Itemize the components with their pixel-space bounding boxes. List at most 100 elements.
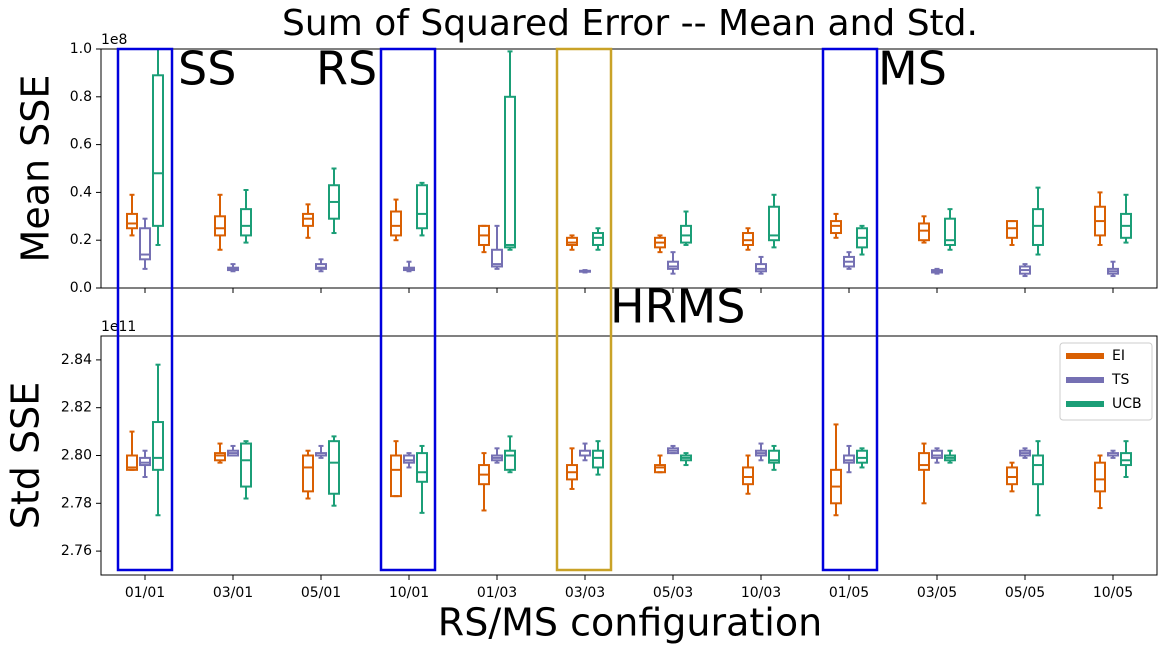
box-body <box>830 220 842 235</box>
box <box>152 363 164 517</box>
box <box>504 50 516 251</box>
box <box>403 452 415 469</box>
box <box>755 442 767 462</box>
box-body <box>504 95 516 249</box>
box <box>491 447 503 464</box>
plot-frame <box>100 335 1158 576</box>
highlight-box <box>379 47 437 572</box>
box <box>755 255 767 275</box>
x-tick-label: 10/05 <box>1093 585 1133 601</box>
box-body <box>240 442 252 488</box>
legend-label: EI <box>1112 348 1125 364</box>
box <box>126 193 138 237</box>
box-body <box>491 248 503 268</box>
y-axis-label: Std SSE <box>4 382 48 529</box>
box-body <box>1032 454 1044 486</box>
highlight-box <box>555 47 613 572</box>
legend-label: UCB <box>1112 396 1142 412</box>
plot-frame <box>100 48 1158 289</box>
box <box>680 210 692 246</box>
box <box>1107 449 1119 459</box>
box-body <box>566 236 578 246</box>
box <box>152 48 164 246</box>
box-body <box>768 449 780 464</box>
box-body <box>315 263 327 270</box>
x-tick-label: 01/03 <box>477 585 517 601</box>
box-body <box>768 205 780 242</box>
y-tick-label: 0.0 <box>70 280 92 296</box>
box <box>227 444 239 457</box>
y-tick-label: 2.84 <box>61 352 92 368</box>
box <box>742 454 754 495</box>
x-tick-label: 01/05 <box>829 585 869 601</box>
box <box>139 217 151 270</box>
box <box>843 444 855 474</box>
box <box>1006 461 1018 493</box>
highlight-box <box>821 47 879 572</box>
box <box>1032 440 1044 517</box>
x-tick-label: 03/03 <box>565 585 605 601</box>
box <box>830 212 842 239</box>
box <box>931 267 943 275</box>
x-tick-label: 05/05 <box>1005 585 1045 601</box>
box <box>315 444 327 459</box>
box <box>478 452 490 512</box>
x-tick-label: 03/05 <box>917 585 957 601</box>
box-body <box>214 215 226 237</box>
box-body <box>390 454 402 498</box>
box <box>566 447 578 490</box>
y-axis-label: Mean SSE <box>14 75 58 263</box>
box <box>592 227 604 251</box>
box <box>390 198 402 242</box>
box <box>944 449 956 464</box>
box <box>843 251 855 270</box>
box <box>667 251 679 275</box>
box <box>566 234 578 251</box>
box <box>592 440 604 476</box>
box <box>315 258 327 273</box>
box <box>240 189 252 244</box>
box <box>856 224 868 256</box>
box-body <box>1032 208 1044 246</box>
box <box>654 454 666 474</box>
box <box>830 423 842 517</box>
box <box>768 193 780 249</box>
box-body <box>1006 466 1018 486</box>
box-body <box>742 466 754 486</box>
y-tick-label: 0.2 <box>70 232 92 248</box>
box <box>1006 220 1018 246</box>
box <box>1094 191 1106 246</box>
box-body <box>390 210 402 237</box>
box-body <box>667 260 679 270</box>
box-body <box>918 222 930 242</box>
annotation: SS <box>178 42 236 96</box>
x-tick-label: 10/01 <box>389 585 429 601</box>
box-body <box>214 452 226 462</box>
box-body <box>1120 452 1132 467</box>
box <box>680 452 692 467</box>
box <box>1019 263 1031 278</box>
box-body <box>931 449 943 459</box>
y-tick-label: 2.78 <box>61 495 92 511</box>
box-body <box>1094 461 1106 493</box>
box-body <box>302 212 314 227</box>
x-axis-label: RS/MS configuration <box>438 601 822 645</box>
box <box>654 234 666 254</box>
x-tick-label: 05/03 <box>653 585 693 601</box>
box <box>1120 440 1132 479</box>
box <box>403 260 415 273</box>
box <box>478 224 490 254</box>
y-tick-label: 2.76 <box>61 543 92 559</box>
annotation: MS <box>878 42 947 96</box>
box-body <box>152 421 164 471</box>
box <box>139 449 151 479</box>
box-body <box>126 454 138 471</box>
box-body <box>592 232 604 246</box>
box-body <box>403 454 415 464</box>
box-body <box>680 224 692 244</box>
box <box>328 167 340 235</box>
legend-label: TS <box>1111 372 1130 388</box>
box <box>491 224 503 270</box>
chart-title: Sum of Squared Error -- Mean and Std. <box>282 3 978 44</box>
